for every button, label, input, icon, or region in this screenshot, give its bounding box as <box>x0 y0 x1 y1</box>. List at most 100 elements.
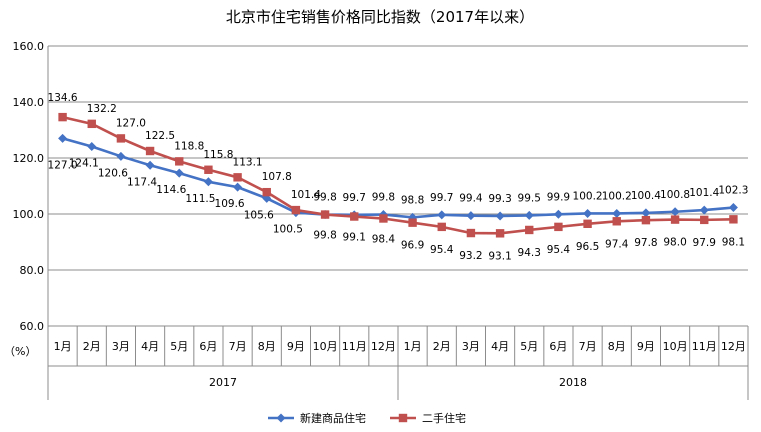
data-label: 96.5 <box>576 241 599 253</box>
data-label: 100.8 <box>660 189 690 201</box>
data-point <box>583 219 592 228</box>
data-label: 99.5 <box>518 192 541 204</box>
data-label: 100.4 <box>631 190 661 202</box>
data-label: 98.8 <box>401 194 424 206</box>
data-label: 97.4 <box>605 238 629 250</box>
x-tick-label: 1月 <box>54 340 72 353</box>
data-label: 115.8 <box>203 149 233 161</box>
data-label: 127.0 <box>116 117 146 129</box>
data-point <box>437 210 447 220</box>
data-point <box>262 187 271 197</box>
data-point <box>145 160 155 170</box>
data-label: 102.3 <box>718 185 748 197</box>
legend-marker <box>398 413 408 423</box>
data-point <box>583 208 593 218</box>
data-label: 93.2 <box>459 250 482 262</box>
data-point <box>641 208 651 218</box>
x-tick-label: 9月 <box>287 340 305 353</box>
data-label: 99.8 <box>313 192 336 204</box>
data-label: 99.9 <box>547 191 570 203</box>
data-point <box>379 214 388 223</box>
data-point <box>116 151 126 161</box>
data-label: 114.6 <box>156 184 186 196</box>
x-tick-label: 7月 <box>579 340 597 353</box>
data-point <box>437 222 446 232</box>
chart-title: 北京市住宅销售价格同比指数（2017年以来） <box>226 8 534 26</box>
data-point <box>612 208 622 218</box>
data-label: 98.0 <box>663 237 686 249</box>
data-point <box>670 207 680 217</box>
data-label: 99.4 <box>459 193 483 205</box>
data-label: 99.8 <box>313 230 336 242</box>
data-point <box>554 222 563 232</box>
data-point <box>58 133 68 143</box>
legend-item-1: 新建商品住宅 <box>268 411 366 425</box>
data-point <box>612 217 621 226</box>
data-label: 109.6 <box>215 198 245 210</box>
data-point <box>495 211 505 221</box>
series-line-1 <box>62 137 734 219</box>
data-labels: 127.0 134.6 124.1 132.2 120.6 127.0 117.4 122.5… <box>48 92 749 262</box>
data-label: 100.5 <box>273 224 303 236</box>
data-label: 100.2 <box>573 190 603 202</box>
data-point <box>174 168 184 178</box>
x-tick-label: 9月 <box>637 340 655 353</box>
data-label: 98.4 <box>372 233 396 245</box>
x-tick-label: 4月 <box>141 340 159 353</box>
data-point <box>700 215 709 225</box>
x-tick-label: 5月 <box>520 340 538 353</box>
y-tick-label: 120.0 <box>13 152 45 165</box>
data-point <box>116 134 126 143</box>
data-point <box>233 173 242 182</box>
y-axis-ticks: 60.0 80.0 100.0 120.0 140.0 160.0 <box>13 40 45 333</box>
data-point <box>641 215 651 225</box>
x-tick-label: 10月 <box>663 340 688 353</box>
x-tick-label: 2月 <box>433 340 451 353</box>
data-label: 113.1 <box>233 156 263 168</box>
x-tick-label: 3月 <box>112 340 130 353</box>
data-label: 132.2 <box>87 103 117 115</box>
data-label: 95.4 <box>547 244 571 256</box>
data-label: 99.7 <box>343 192 366 204</box>
x-tick-label: 11月 <box>342 340 367 353</box>
data-label: 117.4 <box>127 176 157 188</box>
legend-item-2: 二手住宅 <box>390 411 466 425</box>
legend-label: 新建商品住宅 <box>300 411 366 425</box>
data-label: 94.3 <box>518 247 541 259</box>
data-label: 99.1 <box>343 232 366 244</box>
y-axis-unit: （%） <box>4 345 36 358</box>
y-tick-label: 60.0 <box>20 320 45 333</box>
x-tick-label: 3月 <box>462 340 480 353</box>
data-label: 101.4 <box>689 187 719 199</box>
x-tick-label: 8月 <box>258 340 276 353</box>
x-tick-label: 2月 <box>83 340 101 353</box>
data-label: 107.8 <box>262 171 292 183</box>
x-tick-label: 12月 <box>371 340 396 353</box>
x-tick-label: 5月 <box>170 340 188 353</box>
data-label: 96.9 <box>401 240 424 252</box>
data-label: 127.0 <box>48 159 78 171</box>
data-point <box>320 210 330 219</box>
x-tick-label: 4月 <box>491 340 509 353</box>
data-point <box>553 209 563 219</box>
data-point <box>670 215 680 224</box>
data-label: 97.8 <box>634 237 657 249</box>
x-tick-label: 7月 <box>229 340 247 353</box>
data-label: 99.7 <box>430 192 453 204</box>
data-point <box>699 205 709 215</box>
data-label: 93.1 <box>488 250 511 262</box>
legend-marker <box>276 413 286 423</box>
data-point <box>728 203 738 213</box>
series-line-2 <box>62 115 734 235</box>
data-point <box>145 146 155 156</box>
y-tick-label: 100.0 <box>13 208 45 221</box>
data-point <box>175 157 184 166</box>
axes <box>47 46 749 400</box>
data-point <box>350 212 359 221</box>
data-point <box>203 177 213 187</box>
data-point <box>495 229 505 238</box>
data-label: 97.9 <box>693 237 716 249</box>
legend: 新建商品住宅 二手住宅 <box>268 411 466 425</box>
data-label: 105.6 <box>244 209 274 221</box>
